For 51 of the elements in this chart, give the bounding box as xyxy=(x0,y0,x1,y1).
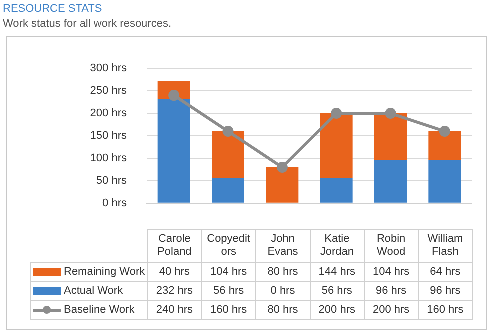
x-tick-label: John Evans xyxy=(256,230,310,262)
data-label: 56 hrs xyxy=(202,282,256,300)
y-tick-label: 50 hrs xyxy=(96,174,128,187)
data-label: 200 hrs xyxy=(364,300,418,320)
bar xyxy=(428,132,462,160)
data-label: 80 hrs xyxy=(256,262,310,282)
point xyxy=(222,126,234,138)
bar xyxy=(320,114,353,178)
y-tick-label: 300 hrs xyxy=(90,62,128,75)
point xyxy=(331,108,342,120)
bar xyxy=(320,178,353,203)
chart-subtitle: Work status for all work resources. xyxy=(3,18,172,30)
bar xyxy=(212,132,244,178)
x-tick-label: Katie Jordan xyxy=(310,230,364,262)
data-label: 240 hrs xyxy=(148,300,202,320)
bar xyxy=(158,99,190,203)
legend-label: Actual Work xyxy=(30,282,148,300)
bar xyxy=(428,160,462,203)
y-tick-label: 200 hrs xyxy=(90,108,128,120)
bar xyxy=(266,167,299,203)
point xyxy=(385,108,396,120)
y-tick-label: 0 hrs xyxy=(102,197,128,210)
data-label: 0 hrs xyxy=(256,282,310,300)
y-tick-label: 150 hrs xyxy=(90,130,128,142)
point xyxy=(439,126,450,138)
x-tick-label: Copyeditors xyxy=(202,230,256,262)
x-tick-label: William Flash xyxy=(418,230,473,262)
y-tick-label: 250 hrs xyxy=(90,85,128,98)
x-tick-label: Robin Wood xyxy=(364,230,418,262)
point xyxy=(276,162,288,173)
data-label: 160 hrs xyxy=(202,300,256,320)
bar xyxy=(374,160,407,203)
data-label: 160 hrs xyxy=(418,300,473,320)
data-label: 56 hrs xyxy=(310,282,364,300)
data-label: 96 hrs xyxy=(364,282,418,300)
data-label: 232 hrs xyxy=(148,282,202,300)
data-label: 104 hrs xyxy=(364,262,418,282)
data-label: 64 hrs xyxy=(418,262,473,282)
data-label: 144 hrs xyxy=(310,262,364,282)
data-label: 80 hrs xyxy=(256,300,310,320)
legend-label: Remaining Work xyxy=(30,262,148,282)
text: RESOURCE STATS xyxy=(3,3,102,15)
bar xyxy=(212,178,244,203)
data-label: 104 hrs xyxy=(202,262,256,282)
y-tick-label: 100 hrs xyxy=(90,152,128,164)
x-tick-label: Carole Poland xyxy=(148,230,202,262)
data-label: 40 hrs xyxy=(148,262,202,282)
bar xyxy=(374,114,407,160)
data-label: 200 hrs xyxy=(310,300,364,320)
legend-label: Baseline Work xyxy=(30,300,148,320)
data-label: 96 hrs xyxy=(418,282,473,300)
